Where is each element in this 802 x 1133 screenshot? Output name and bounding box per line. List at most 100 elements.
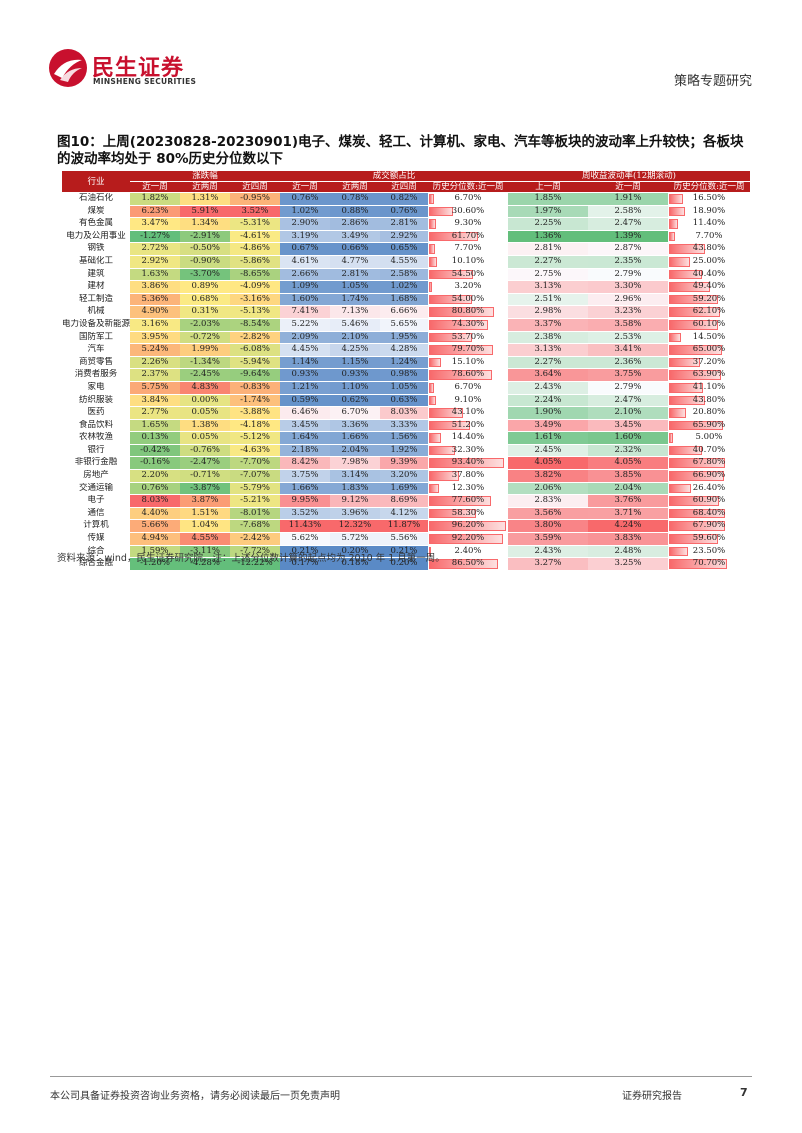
- industry-name: 商贸零售: [62, 356, 131, 370]
- table-cell: 2.06%: [508, 482, 589, 496]
- industry-name: 钢铁: [62, 242, 131, 256]
- table-cell: 1.14%: [280, 356, 331, 370]
- cell-text: 40.70%: [692, 444, 726, 455]
- cell-text: 2.35%: [614, 255, 642, 266]
- data-bar: [429, 345, 493, 355]
- data-bar: [429, 408, 464, 418]
- table-cell: -7.07%: [230, 469, 281, 483]
- cell-text: 3.13%: [534, 281, 562, 292]
- table-cell: 0.67%: [280, 242, 331, 256]
- table-cell: 8.69%: [380, 494, 429, 508]
- industry-name: 石油石化: [62, 192, 131, 206]
- table-cell: -2.03%: [180, 318, 231, 332]
- cell-text: 14.40%: [451, 432, 485, 443]
- table-cell: 4.77%: [330, 255, 381, 269]
- table-cell: -2.42%: [230, 532, 281, 546]
- cell-text: 0.65%: [390, 243, 418, 254]
- table-cell: 0.18%: [330, 557, 381, 571]
- data-bar: [429, 382, 435, 393]
- cell-text: 2.72%: [141, 243, 169, 254]
- industry-name: 电子: [62, 494, 131, 508]
- data-bar: [429, 395, 437, 406]
- table-cell: -0.72%: [180, 331, 231, 345]
- table-cell: 3.49%: [508, 419, 589, 433]
- cell-text: 1.21%: [291, 381, 319, 392]
- table-cell: 2.51%: [508, 293, 589, 307]
- cell-text: 63.90%: [692, 369, 726, 380]
- table-cell: 3.80%: [508, 519, 589, 534]
- column-header: 历史分位数:近一周: [668, 181, 751, 193]
- cell-text: 1.61%: [534, 432, 562, 443]
- table-cell: 4.90%: [130, 305, 181, 319]
- table-cell: 43.80%: [668, 242, 751, 256]
- cell-text: 67.80%: [692, 457, 726, 468]
- table-cell: 2.81%: [380, 217, 429, 231]
- table-cell: 4.94%: [130, 532, 181, 546]
- data-bar: [429, 194, 435, 204]
- table-cell: 67.90%: [668, 519, 751, 534]
- cell-text: 0.00%: [191, 394, 219, 405]
- table-cell: 7.13%: [330, 305, 381, 319]
- industry-name: 房地产: [62, 469, 131, 483]
- table-cell: -7.70%: [230, 456, 281, 471]
- industry-name: 家电: [62, 381, 131, 395]
- cell-text: 2.75%: [534, 268, 562, 279]
- table-cell: 1.60%: [280, 293, 331, 307]
- cell-text: 4.77%: [341, 255, 369, 266]
- table-cell: 12.30%: [428, 482, 509, 496]
- table-cell: 2.32%: [588, 444, 669, 458]
- industry-name: 建筑: [62, 268, 131, 282]
- table-cell: 0.20%: [380, 557, 429, 571]
- cell-text: -5.12%: [240, 432, 270, 443]
- cell-text: 86.50%: [451, 558, 485, 569]
- data-bar: [429, 445, 455, 456]
- cell-text: -3.11%: [190, 545, 220, 556]
- table-cell: 2.66%: [280, 268, 331, 282]
- table-cell: 3.49%: [330, 230, 381, 244]
- data-bar: [429, 370, 492, 380]
- table-cell: 0.13%: [130, 431, 181, 445]
- cell-text: 32.30%: [451, 444, 485, 455]
- cell-text: -2.03%: [190, 318, 220, 329]
- cell-text: 0.05%: [191, 407, 219, 418]
- table-cell: -4.86%: [230, 242, 281, 256]
- data-bar: [669, 382, 703, 393]
- cell-text: 3.58%: [614, 318, 642, 329]
- cell-text: 1.24%: [390, 356, 418, 367]
- table-cell: 6.66%: [380, 305, 429, 319]
- cell-text: 3.27%: [534, 558, 562, 569]
- cell-text: -2.45%: [190, 369, 220, 380]
- industry-name: 食品饮料: [62, 419, 131, 433]
- table-cell: 5.91%: [180, 205, 231, 219]
- table-cell: 41.10%: [668, 381, 751, 395]
- table-cell: 11.87%: [380, 519, 429, 534]
- data-bar: [669, 433, 674, 443]
- cell-text: 1.09%: [291, 281, 319, 292]
- cell-text: 8.69%: [390, 495, 418, 506]
- data-bar: [669, 282, 710, 292]
- table-cell: 77.60%: [428, 494, 509, 508]
- cell-text: 1.90%: [534, 407, 562, 418]
- data-bar: [429, 483, 439, 494]
- table-cell: 3.25%: [588, 557, 669, 571]
- cell-text: 2.51%: [534, 293, 562, 304]
- table-cell: 92.20%: [428, 532, 509, 546]
- table-row: 消费者服务 2.37% -2.45% -9.64% 0.93% 0.93% 0.98% 78.…: [62, 368, 751, 382]
- data-bar: [429, 282, 432, 292]
- logo-text: 民生证券: [92, 56, 185, 81]
- table-cell: -0.76%: [180, 444, 231, 458]
- data-bar: [429, 294, 473, 305]
- table-cell: 9.30%: [428, 217, 509, 231]
- data-bar: [669, 256, 690, 267]
- cell-text: 1.51%: [191, 507, 219, 518]
- table-cell: 3.84%: [130, 394, 181, 408]
- table-cell: 3.36%: [330, 419, 381, 433]
- table-cell: 1.74%: [330, 293, 381, 307]
- cell-text: 11.40%: [692, 218, 726, 229]
- cell-text: 1.92%: [390, 444, 418, 455]
- cell-text: -2.82%: [240, 331, 270, 342]
- cell-text: 4.05%: [534, 457, 562, 468]
- cell-text: 1.97%: [534, 205, 562, 216]
- table-cell: 2.81%: [330, 268, 381, 282]
- table-row: 基础化工 2.92% -0.90% -5.86% 4.61% 4.77% 4.55% 10.1…: [62, 255, 751, 269]
